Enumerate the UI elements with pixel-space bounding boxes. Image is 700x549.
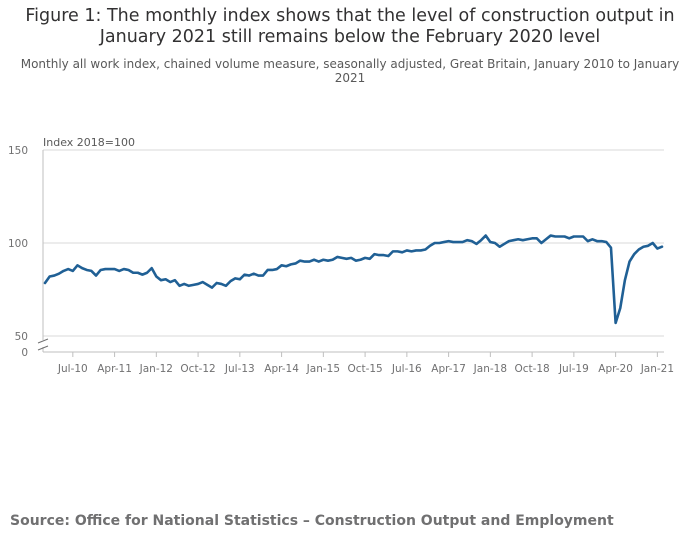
y-tick-labels: 0 50 100 150 <box>8 145 28 359</box>
x-tick-label: Oct-12 <box>180 363 215 375</box>
x-tick-label: Jan-21 <box>640 363 674 375</box>
x-tick-label: Apr-20 <box>598 363 633 375</box>
y-tick-label: 150 <box>8 145 28 157</box>
x-tick-label: Jul-16 <box>391 363 422 375</box>
grid-layer <box>43 149 664 353</box>
y-axis-title: Index 2018=100 <box>43 136 135 149</box>
x-tick-label: Jan-15 <box>306 363 340 375</box>
x-tick-label: Jan-18 <box>473 363 507 375</box>
x-tick-label: Jul-19 <box>558 363 589 375</box>
series-line <box>43 234 664 325</box>
source-note: Source: Office for National Statistics –… <box>10 513 614 529</box>
chart-title: Figure 1: The monthly index shows that t… <box>25 6 675 47</box>
x-tick-label: Oct-15 <box>347 363 382 375</box>
x-tick-label: Jul-13 <box>224 363 255 375</box>
x-tick-labels: Jul-10 Apr-11 Jan-12 Oct-12 Jul-13 Apr-14 Jan-… <box>57 352 674 375</box>
x-tick-label: Apr-17 <box>431 363 466 375</box>
x-tick-label: Jan-12 <box>139 363 173 375</box>
axis-break-marker <box>37 345 49 351</box>
series-layer <box>43 234 664 325</box>
axis-break-marker <box>37 338 49 344</box>
x-tick-label: Jul-10 <box>57 363 88 375</box>
x-tick-label: Oct-18 <box>514 363 549 375</box>
y-tick-label: 50 <box>15 331 28 343</box>
axis-layer <box>37 150 664 353</box>
y-tick-label: 100 <box>8 238 28 250</box>
x-tick-label: Apr-14 <box>264 363 299 375</box>
y-tick-label: 0 <box>21 347 28 359</box>
chart-subtitle: Monthly all work index, chained volume m… <box>20 57 680 85</box>
x-tick-label: Apr-11 <box>97 363 132 375</box>
